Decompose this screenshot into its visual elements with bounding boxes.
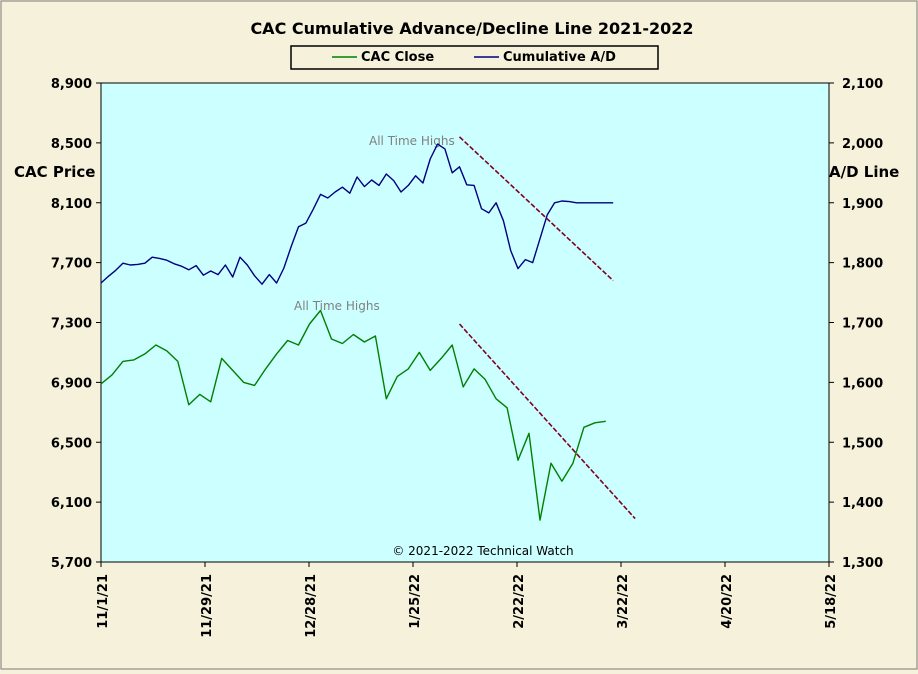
series-line-cumulative-ad (100, 143, 614, 285)
x-tick-label: 11/29/21 (200, 574, 215, 638)
y-left-tick-label: 6,100 (51, 496, 92, 511)
legend-label-cac: CAC Close (361, 50, 434, 65)
y-right-tick-label: 2,100 (842, 77, 883, 92)
x-tick-label: 11/1/21 (96, 574, 111, 629)
y-right-tick-label: 2,000 (842, 137, 883, 152)
annotation-ad-all-time-highs: All Time Highs (369, 134, 455, 148)
x-tick-label: 3/22/22 (616, 574, 631, 629)
trendline-cac (458, 323, 636, 520)
y-left-tick-label: 6,900 (51, 376, 92, 391)
y-right-tick-label: 1,600 (842, 376, 883, 391)
x-axis: 11/1/21 11/29/21 12/28/21 1/25/22 2/22/22 3/2… (96, 562, 839, 638)
y-left-tick-label: 8,100 (51, 197, 92, 212)
series-layer (100, 143, 614, 521)
chart-title: CAC Cumulative Advance/Decline Line 2021… (250, 19, 693, 38)
y-left-tick-label: 8,900 (51, 77, 92, 92)
x-tick-label: 4/20/22 (720, 574, 735, 629)
y-axis-right: 1,300 1,400 1,500 1,600 1,700 1,800 1,900 2,000… (829, 77, 883, 571)
trendline-layer (458, 136, 636, 520)
y-axis-right-label: A/D Line (829, 163, 899, 181)
y-right-tick-label: 1,400 (842, 496, 883, 511)
trendline-ad (458, 136, 614, 282)
y-axis-left-label: CAC Price (14, 163, 95, 181)
legend: CAC Close Cumulative A/D (290, 45, 659, 70)
x-tick-label: 12/28/21 (304, 574, 319, 638)
y-left-tick-label: 8,500 (51, 137, 92, 152)
y-left-tick-label: 6,500 (51, 436, 92, 451)
y-right-tick-label: 1,900 (842, 197, 883, 212)
y-right-tick-label: 1,800 (842, 257, 883, 272)
y-left-tick-label: 7,700 (51, 257, 92, 272)
x-tick-label: 2/22/22 (512, 574, 527, 629)
y-left-tick-label: 7,300 (51, 317, 92, 332)
y-axis-left: 5,700 6,100 6,500 6,900 7,300 7,700 8,100 8,500… (51, 77, 101, 571)
y-left-tick-label: 5,700 (51, 556, 92, 571)
y-right-tick-label: 1,300 (842, 556, 883, 571)
y-right-tick-label: 1,500 (842, 436, 883, 451)
copyright-text: © 2021-2022 Technical Watch (392, 544, 573, 558)
plot-area (100, 82, 830, 563)
annotation-cac-all-time-highs: All Time Highs (294, 299, 380, 313)
legend-label-ad: Cumulative A/D (503, 50, 616, 65)
y-right-tick-label: 1,700 (842, 317, 883, 332)
series-line-cac-close (100, 309, 606, 521)
x-tick-label: 1/25/22 (408, 574, 423, 629)
x-tick-label: 5/18/22 (824, 574, 839, 629)
